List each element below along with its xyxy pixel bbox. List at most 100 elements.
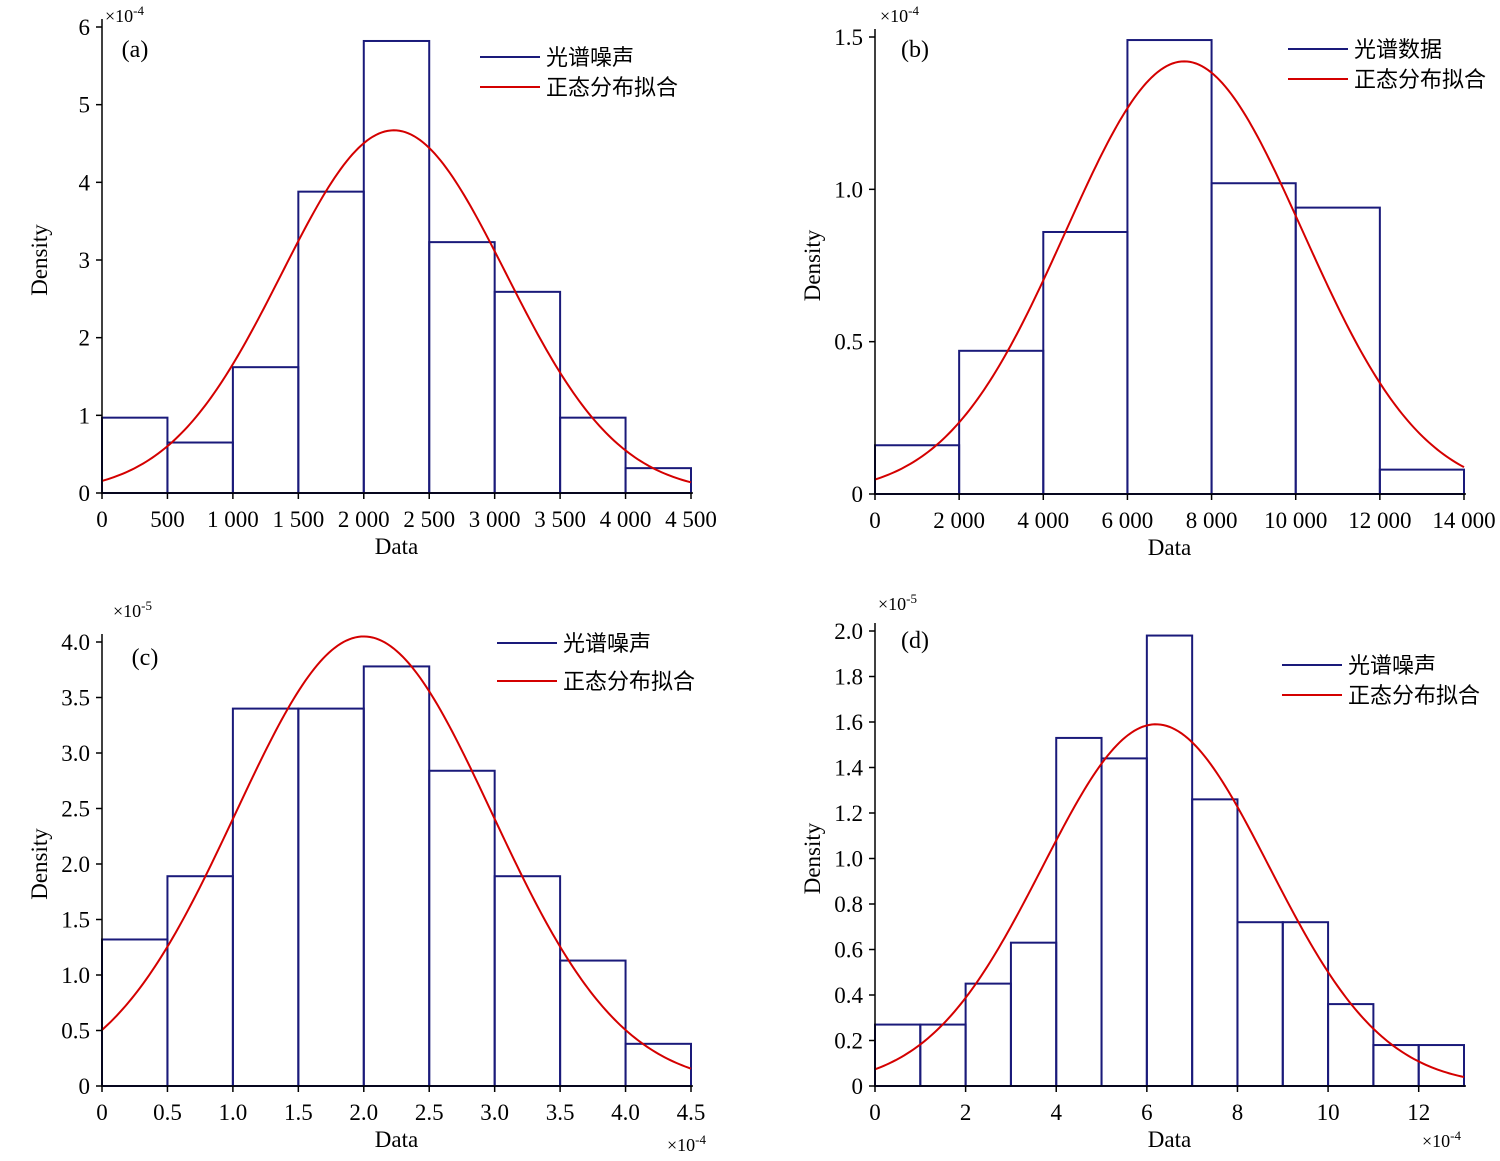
x-multiplier: ×10-4 — [667, 1132, 706, 1155]
y-axis-label: Density — [800, 822, 825, 894]
y-tick-label: 0.5 — [61, 1019, 90, 1044]
x-multiplier-base: ×10 — [1422, 1131, 1450, 1151]
y-multiplier: ×10-5 — [878, 591, 917, 614]
y-tick-label: 1.6 — [834, 710, 863, 735]
x-tick-label: 4.0 — [611, 1100, 640, 1125]
x-tick-label: 0 — [96, 1100, 108, 1125]
y-multiplier-exponent: -5 — [141, 598, 152, 613]
y-axis-label: Density — [800, 229, 825, 301]
x-tick-label: 3.0 — [480, 1100, 509, 1125]
histogram-bar — [428, 241, 496, 494]
y-tick-label: 1.0 — [61, 963, 90, 988]
histogram-bar — [964, 982, 1012, 1087]
x-tick-label: 2 500 — [403, 507, 455, 532]
x-tick-label: 12 000 — [1348, 508, 1411, 533]
histogram-bar — [1210, 182, 1297, 496]
legend-label-histogram: 光谱噪声 — [546, 45, 634, 70]
x-tick-label: 4 000 — [1017, 508, 1069, 533]
x-tick-label: 4 500 — [665, 507, 717, 532]
x-axis-label: Data — [1148, 535, 1191, 560]
y-tick-label: 0.5 — [834, 330, 863, 355]
x-tick-label: 2 000 — [338, 507, 390, 532]
legend-label-histogram: 光谱噪声 — [1348, 653, 1436, 678]
panel-label: (c) — [132, 645, 159, 671]
histogram-bar — [559, 416, 627, 494]
histogram-bar — [1055, 736, 1103, 1087]
x-tick-label: 12 — [1407, 1100, 1430, 1125]
y-tick-label: 2.5 — [61, 797, 90, 822]
y-multiplier-base: ×10 — [880, 6, 908, 26]
histogram-bar — [874, 444, 961, 495]
histogram-bar — [1100, 757, 1148, 1088]
histogram-bar — [1327, 1003, 1375, 1087]
panel-2: 0 2 000 4 000 6 000 8 000 10 000 12 000 14 000 0… — [800, 3, 1496, 560]
y-tick-label: 6 — [79, 15, 91, 40]
y-multiplier-base: ×10 — [878, 594, 906, 614]
histogram-bar — [1372, 1044, 1420, 1088]
x-tick-label: 3 000 — [469, 507, 521, 532]
histogram-bar — [493, 875, 562, 1088]
x-tick-label: 0 — [869, 1100, 881, 1125]
x-multiplier-exponent: -4 — [695, 1132, 706, 1147]
panel-4: 0 2 4 6 8 10 12 0 0.2 0.4 0.6 0.8 1.0 1.2 1.4 1.6 1.8 2.0… — [800, 591, 1480, 1152]
normal-fit-curve — [874, 60, 1465, 481]
x-axis-label: Data — [375, 534, 418, 559]
x-tick-label: 3 500 — [534, 507, 586, 532]
y-tick-label: 3 — [79, 248, 91, 273]
y-tick-label: 0.2 — [834, 1029, 863, 1054]
y-tick-label: 0 — [79, 481, 91, 506]
y-axis-label: Density — [27, 828, 52, 900]
y-multiplier-exponent: -4 — [908, 3, 919, 18]
histogram-bar — [362, 665, 431, 1087]
y-tick-label: 0.8 — [834, 892, 863, 917]
y-tick-label: 1.0 — [834, 177, 863, 202]
legend-label-histogram: 光谱数据 — [1354, 37, 1442, 62]
x-axis-label: Data — [375, 1127, 418, 1152]
panel-label: (d) — [901, 628, 929, 654]
x-tick-label: 500 — [150, 507, 185, 532]
x-tick-label: 8 000 — [1186, 508, 1238, 533]
y-tick-label: 0 — [79, 1074, 91, 1099]
histogram-bar — [1042, 230, 1129, 495]
histogram-bar — [101, 416, 169, 494]
y-tick-label: 3.0 — [61, 741, 90, 766]
y-tick-label: 4 — [79, 170, 91, 195]
histogram-bar — [559, 959, 627, 1088]
x-tick-label: 4.5 — [677, 1100, 706, 1125]
normal-fit-curve — [101, 635, 692, 1070]
x-tick-label: 2.0 — [349, 1100, 378, 1125]
x-tick-label: 14 000 — [1432, 508, 1495, 533]
y-tick-label: 3.5 — [61, 686, 90, 711]
panel-label: (a) — [122, 37, 149, 63]
x-axis-label: Data — [1148, 1127, 1191, 1152]
histogram-bar — [166, 875, 234, 1088]
x-tick-label: 2 000 — [933, 508, 985, 533]
x-tick-label: 10 — [1317, 1100, 1340, 1125]
legend-label-fit: 正态分布拟合 — [563, 669, 695, 694]
panel-3: 0 0.5 1.0 1.5 2.0 2.5 3.0 3.5 4.0 4.5 0 0.5 1.0 1.5 2.… — [27, 598, 706, 1155]
histogram-bar — [1126, 39, 1213, 496]
y-tick-label: 1.8 — [834, 665, 863, 690]
y-tick-label: 0 — [852, 1074, 864, 1099]
x-multiplier-exponent: -4 — [1450, 1128, 1461, 1143]
x-tick-label: 2 — [960, 1100, 972, 1125]
panel-label: (b) — [901, 37, 929, 63]
histogram-bar — [1281, 921, 1330, 1088]
y-tick-label: 0.6 — [834, 938, 863, 963]
histogram-bar — [1145, 634, 1194, 1087]
x-tick-label: 6 000 — [1102, 508, 1154, 533]
y-tick-label: 0.4 — [834, 983, 863, 1008]
histogram-bar — [428, 769, 496, 1087]
y-tick-label: 0 — [852, 482, 864, 507]
y-tick-label: 1.2 — [834, 801, 863, 826]
y-tick-label: 1.5 — [61, 908, 90, 933]
histogram-bar — [362, 39, 431, 494]
x-tick-label: 0 — [869, 508, 881, 533]
x-tick-label: 4 000 — [600, 507, 652, 532]
y-multiplier-base: ×10 — [113, 601, 141, 621]
histogram-bar — [1191, 798, 1239, 1087]
